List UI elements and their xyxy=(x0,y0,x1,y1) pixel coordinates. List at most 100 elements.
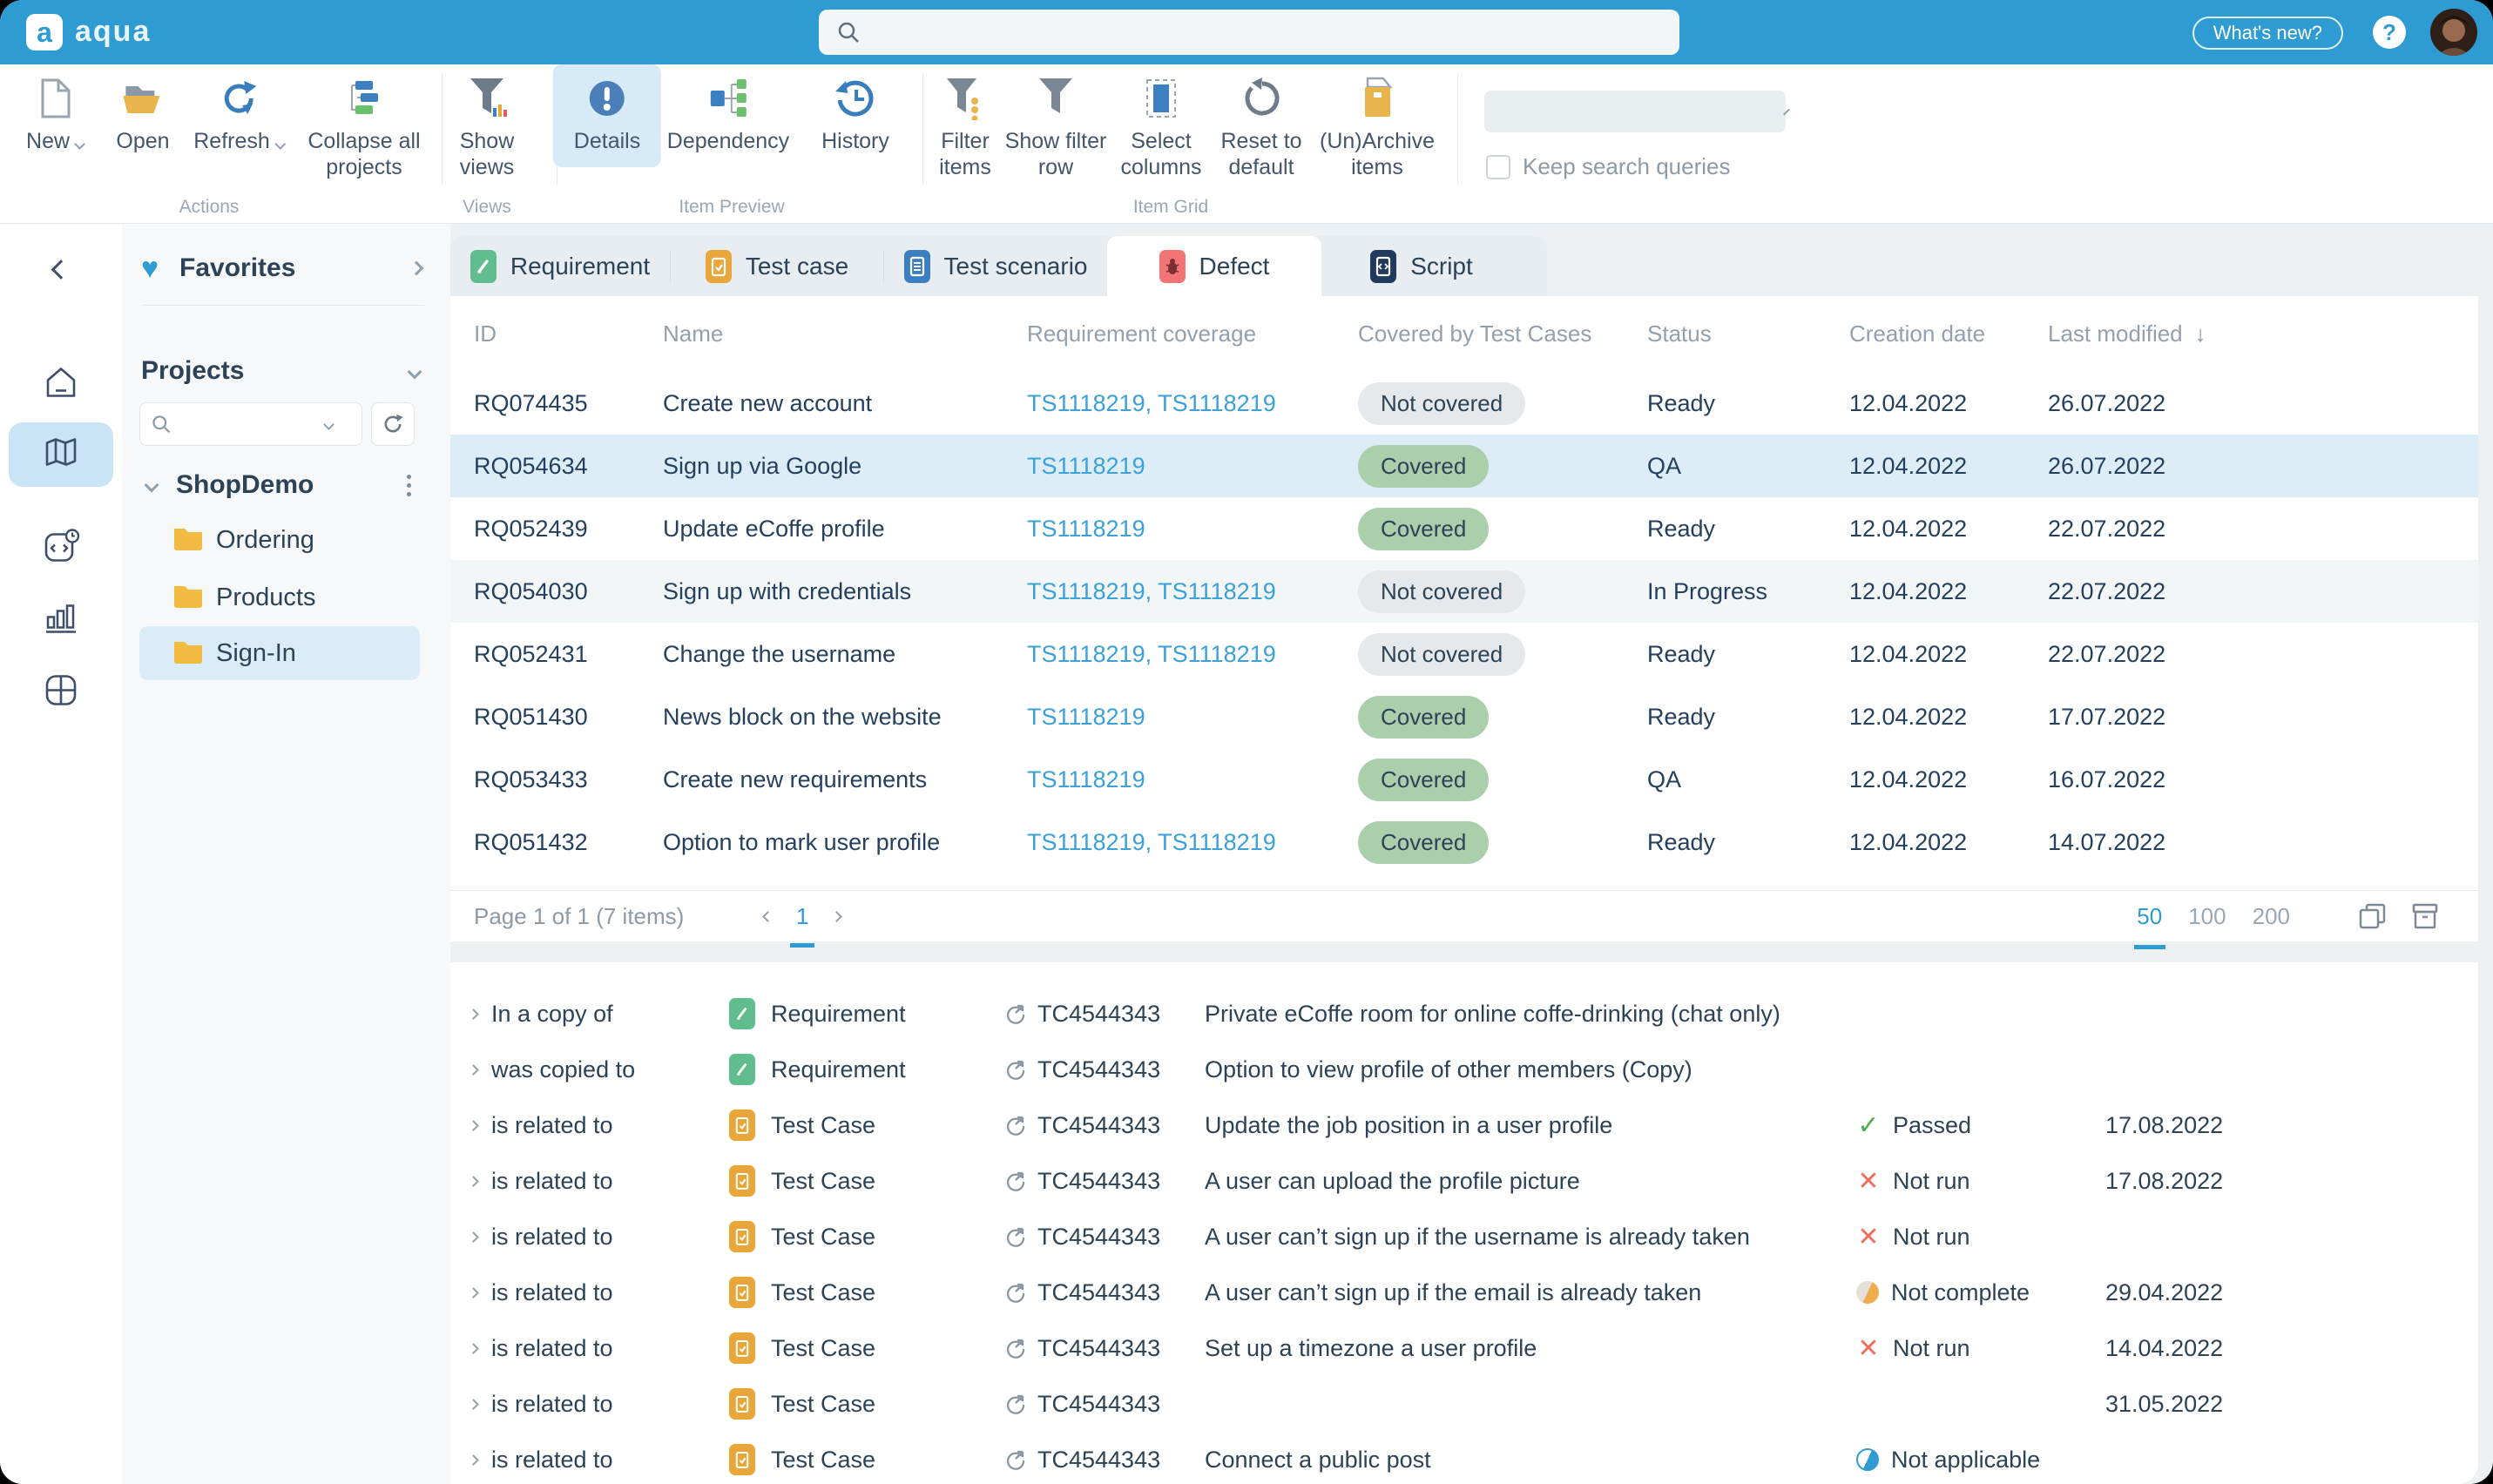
chevron-right-icon[interactable] xyxy=(409,260,424,276)
home-icon[interactable] xyxy=(41,363,81,408)
grid-search-input[interactable] xyxy=(1507,99,1777,124)
table-row[interactable]: RQ054030 Sign up with credentials TS11182… xyxy=(450,560,2478,623)
col-creation-date[interactable]: Creation date xyxy=(1849,320,1986,347)
global-search-input[interactable] xyxy=(871,18,1662,46)
history-button[interactable]: History xyxy=(821,73,889,155)
reset-to-default-button[interactable]: Reset to default xyxy=(1213,73,1309,180)
coverage-links[interactable]: TS1118219 xyxy=(1027,766,1145,793)
chevron-down-icon xyxy=(74,138,85,150)
project-search[interactable] xyxy=(139,402,362,446)
col-name[interactable]: Name xyxy=(663,320,724,347)
table-row[interactable]: RQ053433 Create new requirements TS111821… xyxy=(450,748,2478,811)
coverage-links[interactable]: TS1118219, TS1118219 xyxy=(1027,577,1276,604)
relation-id-link[interactable]: TC4544343 xyxy=(1037,1390,1161,1417)
prev-page-icon[interactable] xyxy=(762,910,774,922)
tree-folder-products[interactable]: Products xyxy=(122,570,450,624)
grid-search[interactable] xyxy=(1484,91,1790,132)
copy-pages-icon[interactable] xyxy=(2358,901,2388,931)
projects-section-header[interactable]: Projects xyxy=(122,356,450,391)
relation-expander[interactable]: is related to xyxy=(468,1391,729,1418)
show-filter-row-button[interactable]: Show filter row xyxy=(999,73,1112,180)
unarchive-items-button[interactable]: (Un)Archive items xyxy=(1312,73,1442,180)
dependency-button[interactable]: Dependency xyxy=(667,73,789,155)
chevron-down-icon[interactable] xyxy=(407,364,422,380)
chevron-down-icon[interactable] xyxy=(1783,108,1790,115)
map-projects-icon[interactable] xyxy=(41,433,81,477)
filter-items-button[interactable]: Filter items xyxy=(922,73,1009,180)
chevron-down-icon[interactable] xyxy=(144,477,159,493)
select-columns-button[interactable]: Select columns xyxy=(1109,73,1213,180)
details-button[interactable]: Details xyxy=(552,64,662,167)
table-row[interactable]: RQ074435 Create new account TS1118219, TS… xyxy=(450,372,2478,435)
table-row-selected[interactable]: RQ054634 Sign up via Google TS1118219 Cov… xyxy=(450,435,2478,497)
tree-project-shopdemo[interactable]: ShopDemo xyxy=(122,461,450,509)
page-number[interactable]: 1 xyxy=(796,902,809,929)
global-search[interactable] xyxy=(819,10,1679,55)
reports-chart-icon[interactable] xyxy=(41,598,81,643)
tab-requirement[interactable]: Requirement xyxy=(450,236,670,296)
col-last-modified[interactable]: Last modified xyxy=(2048,320,2183,347)
page-size-100[interactable]: 100 xyxy=(2188,902,2226,929)
collapse-all-projects-button[interactable]: Collapse all projects xyxy=(281,73,447,180)
keep-search-queries[interactable]: Keep search queries xyxy=(1486,153,1730,180)
sort-descending-icon[interactable]: ↓ xyxy=(2194,320,2206,347)
relation-expander[interactable]: is related to xyxy=(468,1224,729,1251)
relation-id-link[interactable]: TC4544343 xyxy=(1037,1111,1161,1138)
archive-view-icon[interactable] xyxy=(2410,901,2440,931)
collapse-sidebar-button[interactable] xyxy=(51,260,71,281)
aqua-logo-icon[interactable]: a xyxy=(26,14,63,51)
whats-new-button[interactable]: What's new? xyxy=(2192,17,2343,50)
coverage-links[interactable]: TS1118219, TS1118219 xyxy=(1027,389,1276,416)
keep-search-checkbox[interactable] xyxy=(1486,154,1510,179)
table-row[interactable]: RQ052439 Update eCoffe profile TS1118219 … xyxy=(450,497,2478,560)
tab-script[interactable]: Script xyxy=(1321,236,1522,296)
relation-expander[interactable]: In a copy of xyxy=(468,1001,729,1028)
relation-expander[interactable]: is related to xyxy=(468,1335,729,1362)
col-requirement-coverage[interactable]: Requirement coverage xyxy=(1027,320,1257,347)
relation-expander[interactable]: is related to xyxy=(468,1279,729,1306)
relation-id-link[interactable]: TC4544343 xyxy=(1037,1278,1161,1305)
tab-test-scenario[interactable]: Test scenario xyxy=(884,236,1107,296)
page-size-50[interactable]: 50 xyxy=(2137,902,2163,929)
table-row[interactable]: RQ051432 Option to mark user profile TS11… xyxy=(450,811,2478,874)
next-page-icon[interactable] xyxy=(831,910,843,922)
relation-expander[interactable]: is related to xyxy=(468,1447,729,1474)
relation-expander[interactable]: was copied to xyxy=(468,1056,729,1083)
help-button[interactable]: ? xyxy=(2373,16,2406,49)
dashboard-grid-icon[interactable] xyxy=(41,671,81,715)
refresh-projects-button[interactable] xyxy=(371,402,415,446)
relation-id-link[interactable]: TC4544343 xyxy=(1037,1167,1161,1194)
refresh-button[interactable]: Refresh xyxy=(193,73,286,155)
coverage-links[interactable]: TS1118219, TS1118219 xyxy=(1027,640,1276,667)
tab-test-case[interactable]: Test case xyxy=(671,236,883,296)
coverage-links[interactable]: TS1118219 xyxy=(1027,515,1145,542)
table-row[interactable]: RQ052431 Change the username TS1118219, T… xyxy=(450,623,2478,685)
favorites-section[interactable]: ♥ Favorites xyxy=(122,248,450,288)
tab-defect[interactable]: Defect xyxy=(1107,236,1321,296)
relation-expander[interactable]: is related to xyxy=(468,1112,729,1139)
tree-folder-sign-in[interactable]: Sign-In xyxy=(122,626,450,680)
page-size-200[interactable]: 200 xyxy=(2252,902,2290,929)
new-button[interactable]: New xyxy=(26,73,85,155)
avatar[interactable] xyxy=(2430,9,2477,56)
coverage-links[interactable]: TS1118219 xyxy=(1027,452,1145,479)
automation-code-icon[interactable] xyxy=(41,527,81,571)
relation-id-link[interactable]: TC4544343 xyxy=(1037,1223,1161,1250)
chevron-down-icon[interactable] xyxy=(323,418,334,430)
table-row[interactable]: RQ051430 News block on the website TS1118… xyxy=(450,685,2478,748)
show-views-button[interactable]: Show views xyxy=(435,73,539,180)
relation-id-link[interactable]: TC4544343 xyxy=(1037,1000,1161,1027)
project-search-input[interactable] xyxy=(179,412,318,436)
tree-folder-ordering[interactable]: Ordering xyxy=(122,513,450,567)
col-covered-by-test-cases[interactable]: Covered by Test Cases xyxy=(1358,320,1592,347)
kebab-menu-icon[interactable] xyxy=(407,474,411,496)
relation-id-link[interactable]: TC4544343 xyxy=(1037,1446,1161,1473)
relation-id-link[interactable]: TC4544343 xyxy=(1037,1334,1161,1361)
relation-id-link[interactable]: TC4544343 xyxy=(1037,1056,1161,1083)
coverage-links[interactable]: TS1118219, TS1118219 xyxy=(1027,828,1276,855)
coverage-links[interactable]: TS1118219 xyxy=(1027,703,1145,730)
relation-expander[interactable]: is related to xyxy=(468,1168,729,1195)
col-id[interactable]: ID xyxy=(474,320,497,347)
col-status[interactable]: Status xyxy=(1647,320,1712,347)
open-button[interactable]: Open xyxy=(116,73,170,155)
